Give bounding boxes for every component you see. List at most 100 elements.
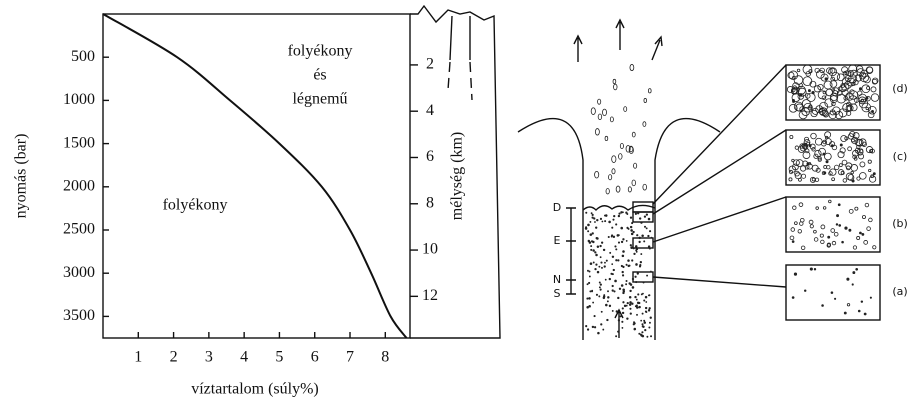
particle (629, 216, 633, 219)
particle (615, 335, 618, 338)
particle (628, 146, 634, 154)
particle (847, 146, 853, 152)
particle (839, 147, 846, 154)
particle (822, 139, 828, 145)
particle (788, 177, 793, 182)
particle (600, 266, 603, 269)
particle (843, 95, 849, 101)
particle (867, 111, 875, 119)
particle (829, 67, 836, 74)
particle (809, 80, 817, 88)
particle (637, 293, 640, 296)
particle (852, 132, 860, 139)
particle (644, 306, 648, 310)
particle (804, 93, 811, 99)
particle (636, 234, 639, 237)
particle (602, 328, 605, 331)
particle (638, 301, 641, 305)
particle (633, 327, 637, 331)
level-label: N (553, 273, 561, 286)
particle (641, 234, 644, 238)
particle (629, 244, 632, 247)
particle (587, 230, 590, 233)
particle (866, 226, 871, 231)
particle (840, 170, 845, 175)
particle (802, 76, 813, 87)
particle (599, 244, 602, 248)
particle (643, 215, 647, 218)
particle (611, 284, 614, 288)
particle (638, 332, 641, 335)
particle (872, 245, 877, 250)
particle (826, 243, 831, 248)
particle (613, 83, 618, 91)
particle (790, 87, 798, 95)
particle (607, 235, 610, 239)
particle (617, 330, 620, 333)
particle (872, 172, 876, 176)
level-label: D (553, 201, 561, 214)
particle (608, 304, 612, 308)
particle (615, 223, 618, 226)
particle (789, 135, 794, 139)
particle (631, 131, 636, 138)
particle (618, 287, 622, 290)
particle (826, 67, 833, 74)
y-tick-label: 1000 (63, 91, 95, 108)
particle (818, 147, 826, 156)
particle (856, 144, 861, 150)
particle (625, 211, 628, 214)
particle (598, 286, 601, 289)
particle (645, 213, 649, 216)
y2-tick-label: 10 (422, 241, 438, 258)
particle (838, 108, 848, 118)
particle (621, 320, 624, 323)
particle (648, 88, 652, 94)
particle (597, 113, 603, 121)
particle (811, 164, 819, 172)
particle (849, 89, 855, 95)
particle (590, 107, 596, 115)
particle (788, 103, 798, 113)
particle (867, 159, 872, 164)
particle (638, 236, 641, 240)
particle (590, 245, 593, 248)
annotation: folyékony (288, 43, 353, 60)
particle (817, 157, 822, 162)
particle (848, 228, 852, 232)
y-tick-label: 3000 (63, 264, 95, 281)
particle (865, 106, 869, 111)
particle (822, 90, 827, 95)
particle (607, 290, 609, 293)
volcano-column (410, 4, 501, 339)
particle (848, 208, 854, 214)
particle (824, 152, 832, 161)
particle (600, 241, 604, 244)
particle (586, 328, 590, 331)
particle (590, 248, 593, 251)
particle (639, 333, 643, 336)
particle (831, 71, 841, 81)
particle (847, 174, 855, 181)
particle (792, 205, 797, 210)
particle (612, 218, 615, 221)
annotation: folyékony (163, 197, 228, 214)
particle (628, 303, 632, 307)
particle (610, 272, 613, 275)
particle (635, 249, 638, 252)
particle (622, 250, 625, 253)
particle (829, 80, 838, 88)
particle (626, 226, 629, 230)
particle (612, 78, 617, 85)
particle (838, 169, 845, 176)
particle (794, 221, 798, 225)
particle (602, 108, 607, 117)
particle (591, 325, 595, 329)
y-axis-label: nyomás (bar) (13, 134, 30, 219)
particle (586, 283, 589, 286)
particle (594, 221, 596, 223)
particle (819, 101, 829, 111)
particle (792, 163, 799, 171)
particle (807, 161, 812, 166)
